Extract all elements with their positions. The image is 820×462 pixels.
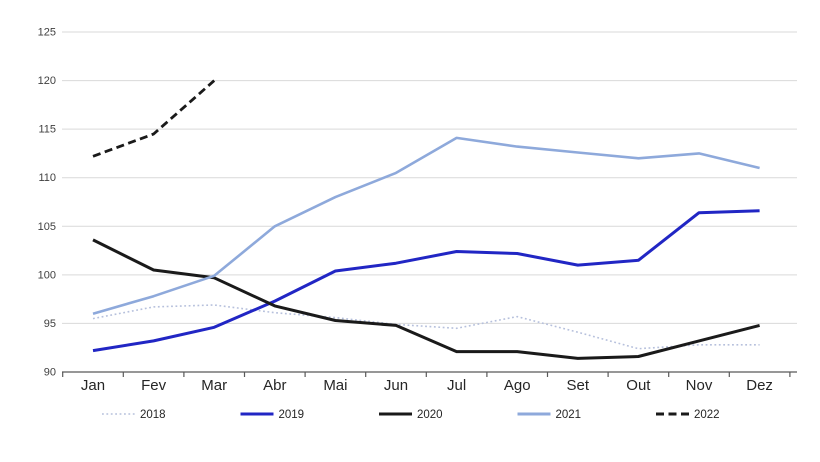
y-tick-label-90: 90 bbox=[44, 367, 56, 379]
y-tick-label-125: 125 bbox=[38, 27, 56, 39]
legend-item-2018: 2018 bbox=[102, 409, 166, 421]
series-line-2018 bbox=[92, 304, 760, 350]
legend-label-2018: 2018 bbox=[140, 409, 166, 421]
legend-item-2021: 2021 bbox=[517, 409, 582, 421]
series-line-2022 bbox=[92, 79, 216, 158]
legend-label-2020: 2020 bbox=[417, 409, 443, 421]
y-tick-label-115: 115 bbox=[38, 124, 56, 136]
y-tick-label-95: 95 bbox=[44, 318, 56, 330]
x-tick-label-Jun: Jun bbox=[384, 377, 408, 394]
x-tick-label-Jan: Jan bbox=[81, 377, 105, 394]
x-tick-label-Ago: Ago bbox=[504, 377, 531, 394]
x-tick-label-Out: Out bbox=[626, 377, 651, 394]
x-tick-label-Set: Set bbox=[567, 377, 590, 394]
series-line-2020 bbox=[92, 238, 760, 360]
x-tick-label-Abr: Abr bbox=[263, 377, 286, 394]
y-tick-label-120: 120 bbox=[38, 75, 56, 87]
legend-label-2019: 2019 bbox=[279, 409, 305, 421]
x-tick-label-Nov: Nov bbox=[686, 377, 713, 394]
y-tick-label-110: 110 bbox=[38, 172, 56, 184]
legend-label-2021: 2021 bbox=[556, 409, 582, 421]
x-tick-label-Mai: Mai bbox=[323, 377, 347, 394]
series-line-2019 bbox=[92, 209, 760, 353]
legend-item-2019: 2019 bbox=[240, 409, 305, 421]
x-tick-label-Dez: Dez bbox=[746, 377, 773, 394]
y-tick-label-105: 105 bbox=[38, 221, 56, 233]
x-tick-label-Fev: Fev bbox=[141, 377, 167, 394]
y-tick-label-100: 100 bbox=[38, 269, 56, 281]
x-tick-label-Mar: Mar bbox=[201, 377, 227, 394]
legend-label-2022: 2022 bbox=[694, 409, 720, 421]
series-line-2021 bbox=[92, 136, 760, 315]
x-tick-label-Jul: Jul bbox=[447, 377, 466, 394]
legend-item-2020: 2020 bbox=[379, 409, 443, 421]
legend-item-2022: 2022 bbox=[656, 409, 720, 421]
